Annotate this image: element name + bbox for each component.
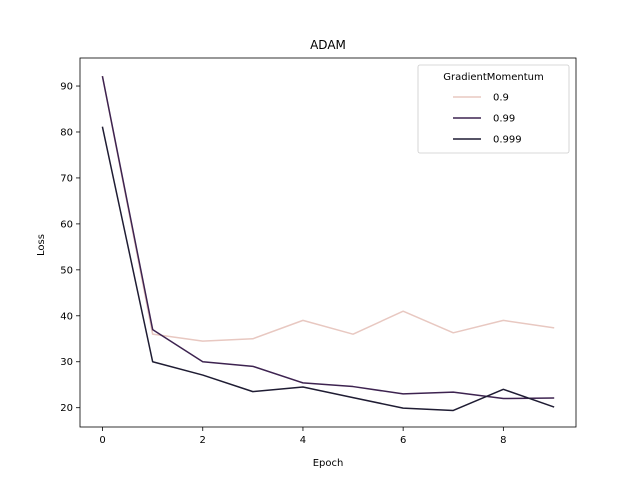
- y-tick-label: 20: [60, 403, 73, 414]
- y-tick-label: 80: [60, 127, 73, 138]
- x-tick-label: 0: [99, 435, 105, 446]
- axes-layer: 0 2 4 6 8 20 30 40 50 60 70 80 90: [60, 57, 577, 446]
- series-line-1: [101, 75, 555, 400]
- y-tick-label: 40: [60, 311, 73, 322]
- y-tick-label: 90: [60, 82, 73, 93]
- x-tick-label: 4: [300, 435, 306, 446]
- x-tick-label: 8: [500, 435, 506, 446]
- x-tick-label: 2: [200, 435, 206, 446]
- chart-title: ADAM: [310, 38, 346, 52]
- legend-label-1: 0.99: [493, 114, 515, 125]
- y-tick-label: 50: [60, 265, 73, 276]
- legend-box: [417, 64, 570, 154]
- y-tick-label: 60: [60, 219, 73, 230]
- legend-label-0: 0.9: [493, 93, 509, 104]
- legend: GradientMomentum 0.9 0.99 0.999: [417, 64, 570, 154]
- y-tick-label: 70: [60, 173, 73, 184]
- legend-title: GradientMomentum: [443, 72, 544, 83]
- y-tick-label: 30: [60, 357, 73, 368]
- plot-frame: [79, 57, 577, 428]
- x-tick-label: 6: [400, 435, 406, 446]
- y-axis-label: Loss: [36, 234, 47, 256]
- legend-label-2: 0.999: [493, 135, 522, 146]
- x-axis-label: Epoch: [313, 458, 344, 469]
- series-line-2: [101, 126, 555, 412]
- series-line-0: [101, 75, 555, 342]
- series-layer: [101, 75, 555, 412]
